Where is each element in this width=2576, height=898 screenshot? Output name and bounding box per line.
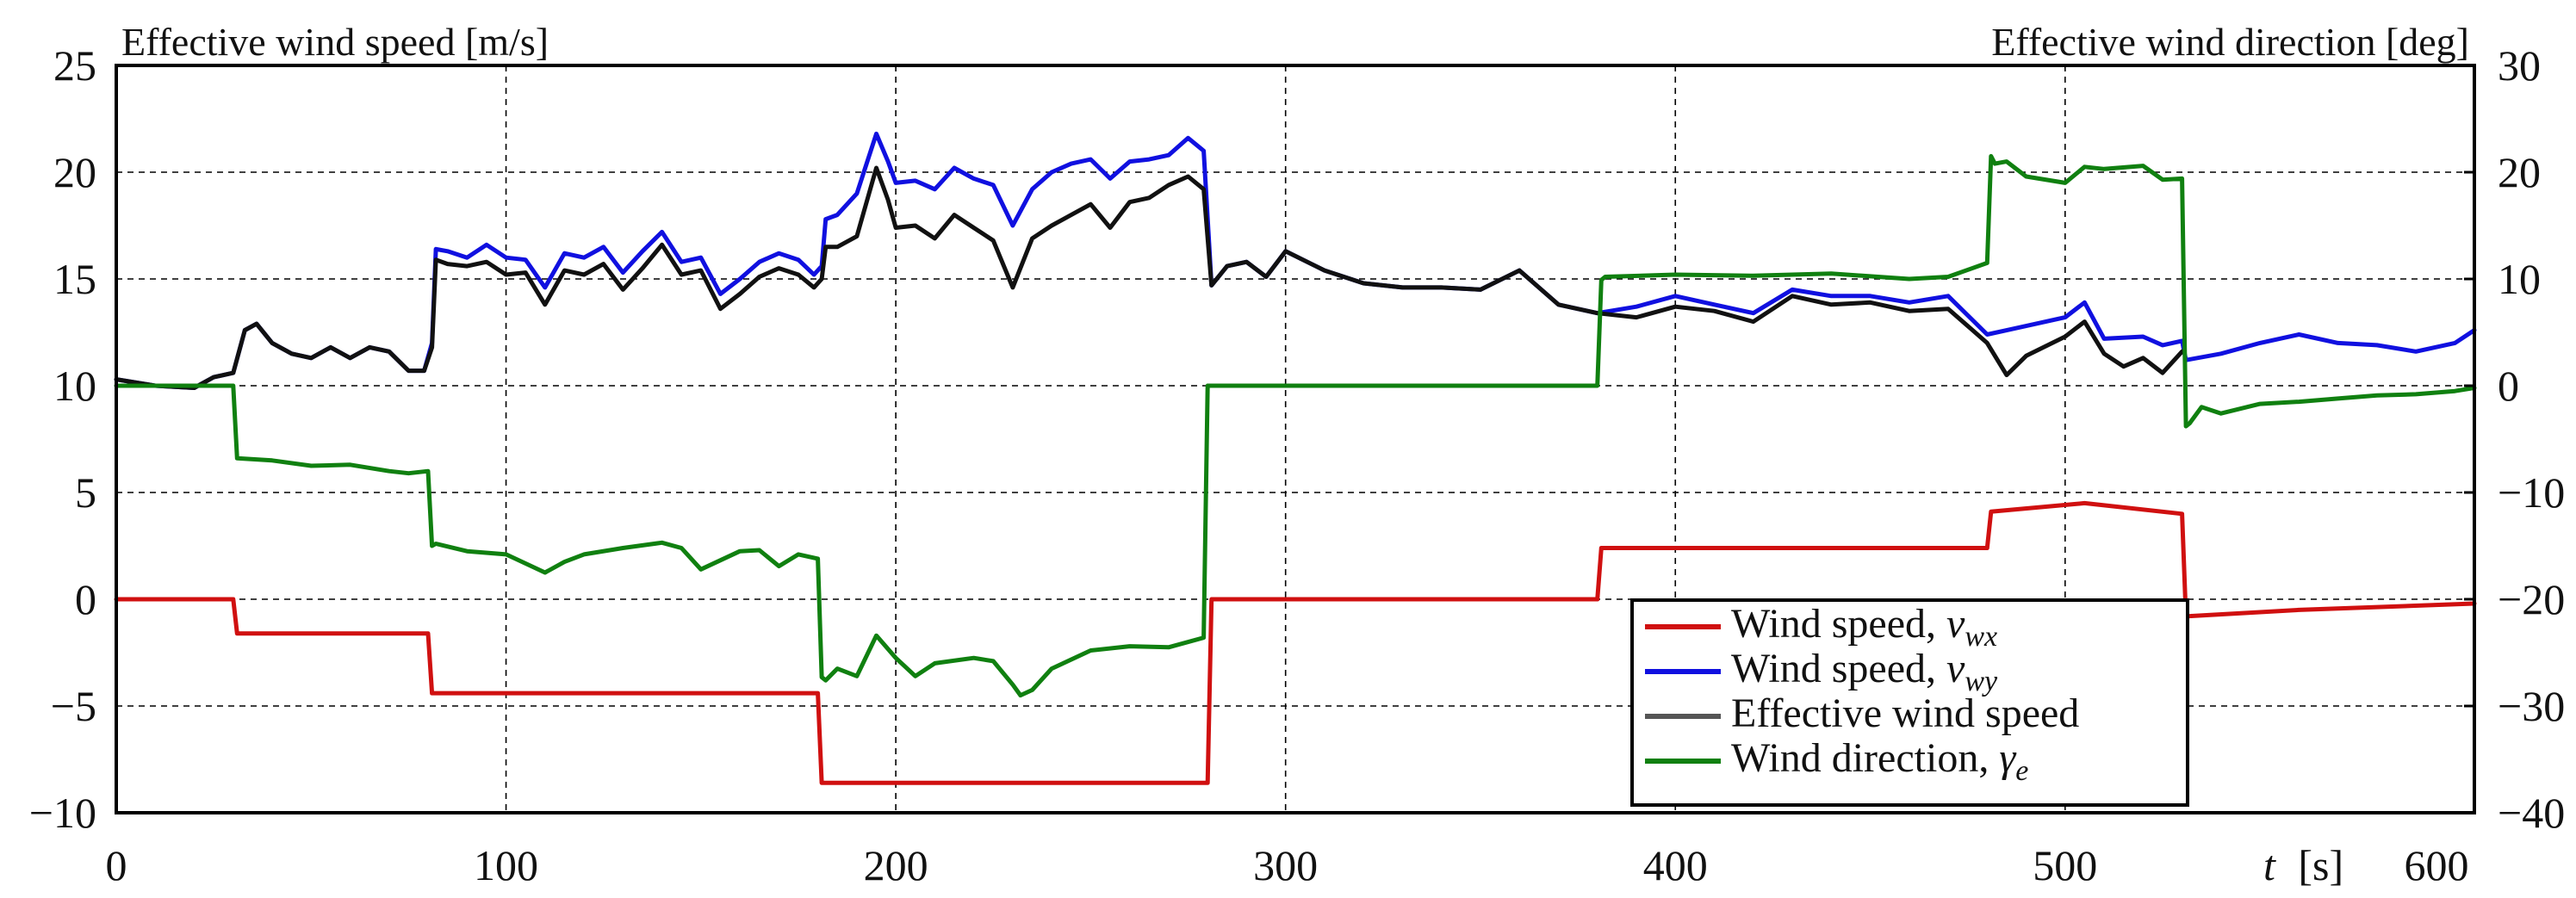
y-right-tick-label: 10 [2498, 255, 2541, 303]
legend-label: Wind speed, vwx [1731, 601, 1997, 653]
x-axis-title: t [s] [2263, 841, 2343, 889]
x-tick-label-extra: 600 [2405, 841, 2469, 889]
plot-frame [115, 64, 2476, 814]
y-left-tick-label: 10 [53, 362, 96, 410]
y-right-tick-label: 20 [2498, 148, 2541, 196]
x-axis-variable: t [2263, 841, 2276, 889]
y-right-tick-label: −20 [2498, 575, 2565, 623]
series-line-wind-speed-v-wx-0 [114, 500, 2477, 785]
legend-label: Wind direction, γe [1731, 735, 2028, 787]
y-right-tick-label: −40 [2498, 789, 2565, 837]
x-axis-unit: [s] [2298, 841, 2343, 889]
y-axis-left-title: Effective wind speed [m/s] [121, 20, 549, 64]
y-left-tick-label: −5 [51, 682, 96, 730]
y-left-tick-label: 25 [53, 41, 96, 90]
svg-text:t [s]: t [s] [2263, 841, 2343, 889]
y-left-tick-label: 20 [53, 148, 96, 196]
series-line-wind-direction-e-3 [114, 153, 2477, 698]
y-left-tick-label: 5 [75, 468, 96, 517]
y-axis-right-title: Effective wind direction [deg] [1991, 20, 2469, 64]
y-right-tick-label: −30 [2498, 682, 2565, 730]
y-left-tick-label: 0 [75, 575, 96, 623]
x-tick-label: 0 [106, 841, 127, 889]
legend-box [1630, 598, 2189, 807]
y-right-tick-label: 30 [2498, 41, 2541, 90]
legend-label: Effective wind speed [1731, 691, 2079, 736]
x-tick-label: 200 [864, 841, 928, 889]
tick-layer: 0 100 200 300 400 500−10−50510152025−40−30−20… [29, 41, 2565, 889]
x-tick-label: 400 [1643, 841, 1708, 889]
y-right-tick-label: 0 [2498, 362, 2519, 410]
x-tick-label: 500 [2033, 841, 2097, 889]
y-left-tick-label: −10 [29, 789, 96, 837]
y-right-tick-label: −10 [2498, 468, 2565, 517]
legend-label: Wind speed, vwy [1731, 646, 1998, 697]
y-left-tick-label: 15 [53, 255, 96, 303]
series-layer [114, 131, 2477, 785]
series-line-effective-wind-speed-2 [114, 165, 2185, 390]
x-tick-label: 100 [474, 841, 538, 889]
x-tick-label: 300 [1253, 841, 1318, 889]
